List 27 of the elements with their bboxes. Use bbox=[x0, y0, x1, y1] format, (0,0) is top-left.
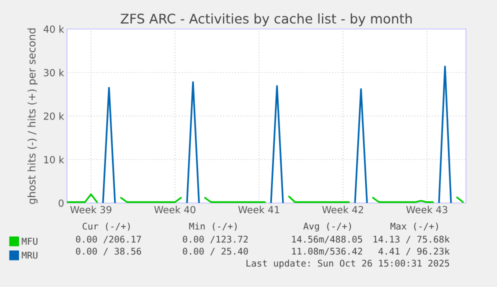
text: 0.00 / 25.40 bbox=[182, 248, 248, 256]
text: Last update: Sun Oct 26 15:00:31 2025 bbox=[246, 260, 450, 268]
y-tick-label: 20 k bbox=[44, 112, 64, 120]
legend-label: MFU bbox=[22, 238, 38, 245]
y-tick-label: 40 k bbox=[44, 25, 64, 33]
x-tick-label: Week 41 bbox=[238, 206, 280, 214]
text: Cur (-/+) bbox=[82, 222, 130, 231]
chart-title: ZFS ARC - Activities by cache list - by month bbox=[120, 13, 412, 26]
y-tick-label: 10 k bbox=[44, 156, 64, 164]
x-tick-label: Week 43 bbox=[406, 206, 448, 214]
text: 4.41 / 96.23k bbox=[378, 248, 450, 256]
text: Max (-/+) bbox=[390, 222, 438, 231]
x-tick-label: Week 40 bbox=[154, 206, 196, 214]
text: Min (-/+) bbox=[189, 222, 237, 231]
text: 0.00 /123.72 bbox=[182, 236, 248, 244]
legend-label: MRU bbox=[22, 252, 38, 259]
text: 0.00 /206.17 bbox=[76, 236, 141, 244]
x-tick-label: Week 39 bbox=[70, 206, 112, 214]
text: Avg (-/+) bbox=[303, 222, 351, 232]
text: 14.13 / 75.68k bbox=[374, 236, 450, 244]
text: 14.56m/488.05 bbox=[292, 236, 362, 244]
y-axis-title: ghost hits (-) / hits (+) per second bbox=[27, 28, 38, 204]
y-tick-label: 30 k bbox=[44, 68, 64, 76]
y-tick-label: 0 bbox=[58, 199, 64, 207]
text: 0.00 / 38.56 bbox=[76, 248, 142, 256]
text: 11.08m/536.42 bbox=[292, 248, 362, 256]
x-tick-label: Week 42 bbox=[322, 206, 364, 214]
